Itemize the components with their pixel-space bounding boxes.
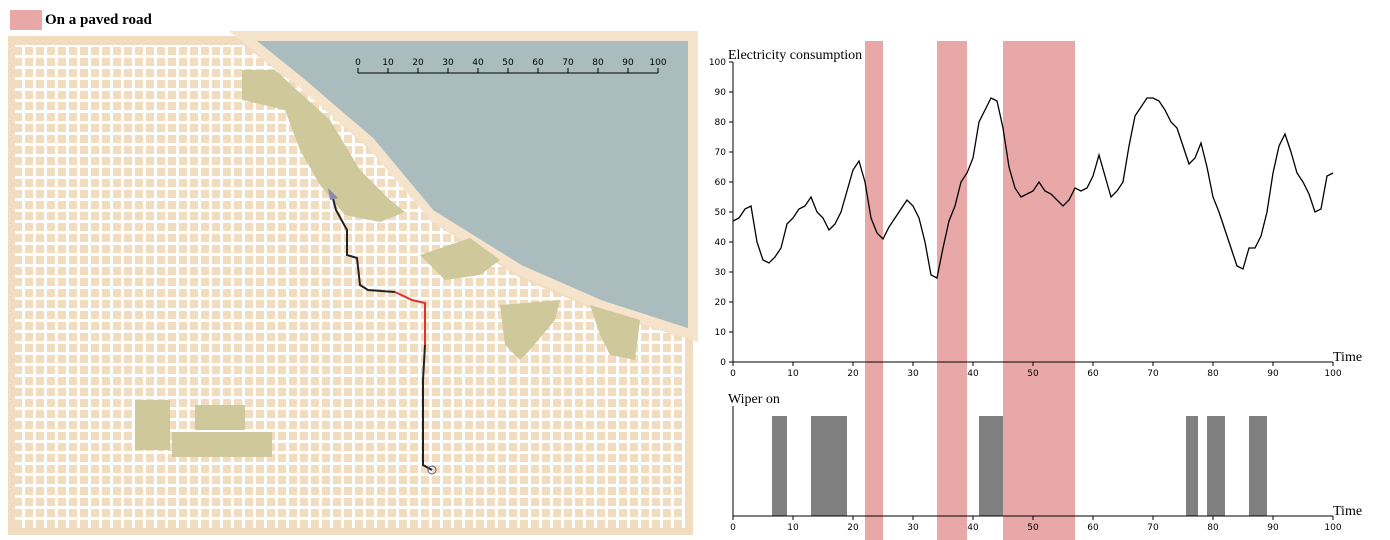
chart-title: Wiper on [728,392,780,407]
scale-label: 10 [382,58,394,68]
map: 0 10 20 30 40 50 60 70 80 90 100 [8,31,698,535]
y-tick-label: 60 [715,178,727,188]
x-tick-label: 50 [1027,369,1039,379]
line [732,97,1334,279]
map-parks [135,70,640,457]
legend-label: On a paved road [45,12,152,28]
y-tick-label: 80 [715,118,727,128]
wiper-bar [979,416,1003,516]
wiper-bar [772,416,787,516]
x-tick-label: 20 [847,369,859,379]
x-tick-label: 20 [847,523,859,533]
x-tick-label: 100 [1324,523,1341,533]
scale-label: 0 [355,58,361,68]
scale-label: 30 [442,58,454,68]
x-tick-label: 80 [1207,523,1219,533]
x-tick-label: 0 [730,369,736,379]
x-tick-label: 60 [1087,369,1099,379]
wiper-bar [1186,416,1198,516]
chart-title: Electricity consumption [728,48,862,63]
paved-span [865,41,883,540]
wiper-bar [1249,416,1267,516]
y-tick-label: 30 [715,268,727,278]
x-tick-label: 90 [1267,523,1279,533]
y-tick-label: 90 [715,88,727,98]
x-tick-label: 60 [1087,523,1099,533]
scale-label: 60 [532,58,544,68]
x-tick-label: 40 [967,523,979,533]
y-tick-label: 0 [720,358,726,368]
paved-span [937,41,967,540]
legend: On a paved road [10,10,152,30]
scale-label: 100 [649,58,666,68]
x-tick-label: 40 [967,369,979,379]
route [422,344,433,471]
y-tick-label: 10 [715,328,727,338]
x-tick-label: 90 [1267,369,1279,379]
y-tick-label: 20 [715,298,727,308]
scale-label: 50 [502,58,514,68]
x-axis-label: Time [1333,350,1362,365]
x-tick-label: 80 [1207,369,1219,379]
charts: 0 10 20 30 40 50 60 70 80 90 100010203040506070809… [709,41,1362,540]
scale-label: 80 [592,58,604,68]
x-tick-label: 10 [787,369,799,379]
x-tick-label: 30 [907,523,919,533]
y-tick-label: 100 [709,58,726,68]
x-tick-label: 30 [907,369,919,379]
scale-label: 70 [562,58,574,68]
scale-label: 20 [412,58,424,68]
x-tick-label: 50 [1027,523,1039,533]
map-water [228,31,698,342]
y-tick-label: 50 [715,208,727,218]
x-tick-label: 0 [730,523,736,533]
scale-bar: 0 10 20 30 40 50 60 70 80 90 100 [355,58,667,74]
route-start [328,188,338,200]
x-tick-label: 70 [1147,369,1159,379]
x-tick-label: 70 [1147,523,1159,533]
x-axis-label: Time [1333,504,1362,519]
route-end [427,465,437,475]
paved-span [1003,41,1075,540]
y-tick-label: 70 [715,148,727,158]
x-tick-label: 10 [787,523,799,533]
route [331,194,396,293]
route-paved [394,291,426,345]
wiper-bar [811,416,847,516]
scale-label: 40 [472,58,484,68]
wiper-bar [1207,416,1225,516]
y-tick-label: 40 [715,238,727,248]
legend-swatch [10,10,42,30]
x-tick-label: 100 [1324,369,1341,379]
scale-label: 90 [622,58,634,68]
